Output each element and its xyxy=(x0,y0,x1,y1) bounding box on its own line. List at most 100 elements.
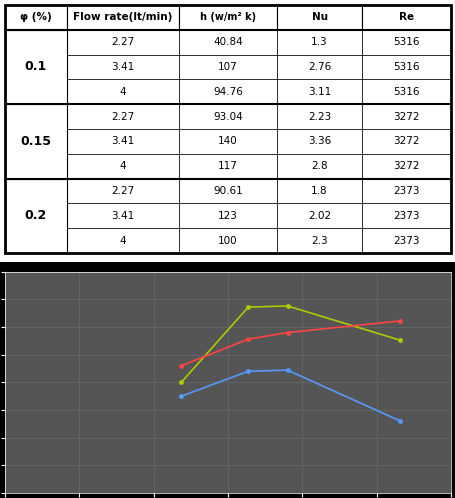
Text: 2373: 2373 xyxy=(393,236,419,246)
Text: 2373: 2373 xyxy=(393,211,419,221)
Text: 3.41: 3.41 xyxy=(111,136,134,146)
Text: 2373: 2373 xyxy=(393,186,419,196)
Bar xyxy=(178,203,277,228)
Bar xyxy=(361,178,450,203)
Bar xyxy=(178,79,277,104)
Bar xyxy=(178,228,277,253)
Text: 5316: 5316 xyxy=(393,87,419,97)
Line: 2.27 lt/min: 2.27 lt/min xyxy=(179,369,401,423)
Text: 3.41: 3.41 xyxy=(111,62,134,72)
Text: 4: 4 xyxy=(119,161,126,171)
Bar xyxy=(361,79,450,104)
Bar xyxy=(178,178,277,203)
2.27 lt/min xyxy=(178,393,184,399)
Bar xyxy=(178,154,277,178)
Bar xyxy=(277,178,361,203)
Bar xyxy=(178,5,277,30)
Text: 2.27: 2.27 xyxy=(111,186,134,196)
2.27 lt/min xyxy=(284,367,290,373)
Text: 2.8: 2.8 xyxy=(311,161,327,171)
Bar xyxy=(277,79,361,104)
4 lt/min xyxy=(178,363,184,369)
Text: 2.27: 2.27 xyxy=(111,112,134,122)
Text: Flow rate(lt/min): Flow rate(lt/min) xyxy=(73,12,172,22)
Bar xyxy=(277,30,361,55)
Bar xyxy=(361,104,450,129)
Legend: 2.27 lt/min, 3.4 lt/min, 4 lt/min: 2.27 lt/min, 3.4 lt/min, 4 lt/min xyxy=(454,361,455,403)
Bar xyxy=(361,203,450,228)
3.4 lt/min xyxy=(284,303,290,309)
Text: Re: Re xyxy=(398,12,414,22)
Line: 3.4 lt/min: 3.4 lt/min xyxy=(179,304,401,384)
Text: 93.04: 93.04 xyxy=(212,112,243,122)
Text: 100: 100 xyxy=(217,236,238,246)
2.27 lt/min xyxy=(397,418,402,424)
Text: 3.41: 3.41 xyxy=(111,211,134,221)
Bar xyxy=(5,178,67,253)
Bar xyxy=(277,5,361,30)
Text: 1.3: 1.3 xyxy=(311,37,327,47)
Text: 107: 107 xyxy=(217,62,238,72)
Bar xyxy=(67,5,178,30)
Bar xyxy=(361,5,450,30)
Bar xyxy=(67,228,178,253)
Text: Nu: Nu xyxy=(311,12,327,22)
Text: 0.2: 0.2 xyxy=(25,209,47,222)
Bar xyxy=(67,30,178,55)
Text: 2.02: 2.02 xyxy=(308,211,330,221)
Bar xyxy=(277,104,361,129)
Bar xyxy=(361,55,450,79)
Bar xyxy=(67,129,178,154)
4 lt/min xyxy=(397,318,402,324)
Bar xyxy=(5,104,67,178)
Bar xyxy=(67,203,178,228)
4 lt/min xyxy=(284,330,290,336)
Bar xyxy=(361,228,450,253)
Text: h (w/m² k): h (w/m² k) xyxy=(199,12,256,22)
Text: 0.15: 0.15 xyxy=(20,135,51,148)
Text: 3.36: 3.36 xyxy=(307,136,330,146)
Bar xyxy=(277,55,361,79)
Text: φ (%): φ (%) xyxy=(20,12,51,22)
Bar xyxy=(67,178,178,203)
Bar xyxy=(277,228,361,253)
3.4 lt/min xyxy=(245,304,250,310)
3.4 lt/min xyxy=(397,337,402,343)
3.4 lt/min xyxy=(178,379,184,385)
Line: 4 lt/min: 4 lt/min xyxy=(179,319,401,368)
Text: 2.3: 2.3 xyxy=(311,236,327,246)
Text: 3.11: 3.11 xyxy=(307,87,330,97)
Bar xyxy=(178,104,277,129)
Bar xyxy=(67,104,178,129)
Text: 2.23: 2.23 xyxy=(307,112,330,122)
4 lt/min xyxy=(245,336,250,342)
Bar xyxy=(67,79,178,104)
Bar xyxy=(277,203,361,228)
Text: 4: 4 xyxy=(119,236,126,246)
Bar xyxy=(5,30,67,104)
Bar xyxy=(277,129,361,154)
Text: 5316: 5316 xyxy=(393,37,419,47)
Bar xyxy=(178,129,277,154)
2.27 lt/min xyxy=(245,369,250,374)
Bar xyxy=(178,30,277,55)
Text: 3272: 3272 xyxy=(393,161,419,171)
Text: 123: 123 xyxy=(217,211,238,221)
Bar xyxy=(178,55,277,79)
Bar xyxy=(361,30,450,55)
Text: 140: 140 xyxy=(217,136,238,146)
Text: 94.76: 94.76 xyxy=(212,87,243,97)
Text: 40.84: 40.84 xyxy=(212,37,243,47)
Text: 1.8: 1.8 xyxy=(311,186,327,196)
Text: 90.61: 90.61 xyxy=(212,186,243,196)
Text: 3272: 3272 xyxy=(393,112,419,122)
Text: 3272: 3272 xyxy=(393,136,419,146)
Text: 117: 117 xyxy=(217,161,238,171)
Text: 0.1: 0.1 xyxy=(25,60,47,74)
Bar xyxy=(5,5,67,30)
Bar xyxy=(67,154,178,178)
Text: 4: 4 xyxy=(119,87,126,97)
Text: 2.27: 2.27 xyxy=(111,37,134,47)
Bar xyxy=(277,154,361,178)
Bar xyxy=(361,129,450,154)
